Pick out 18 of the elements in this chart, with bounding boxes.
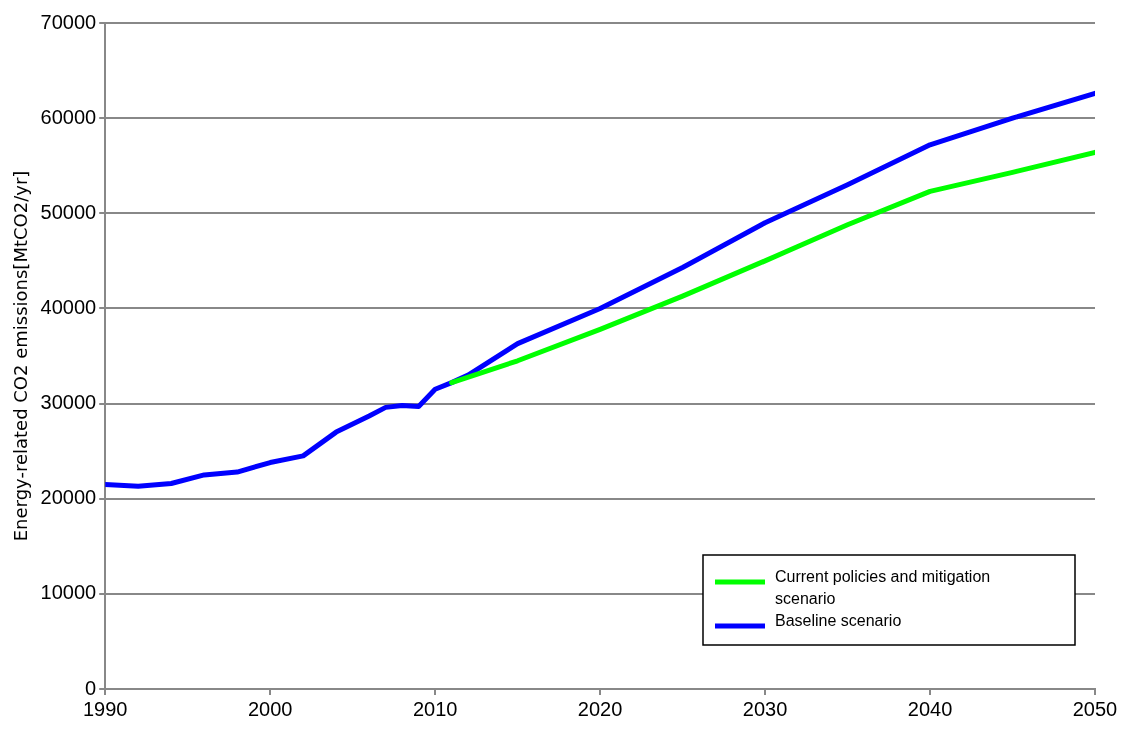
y-tick-label: 20000 [40,486,97,509]
legend-label: Current policies and mitigation scenario [775,568,991,608]
y-tick-label: 0 [85,676,97,699]
x-tick-label: 2010 [412,697,458,720]
x-tick-label: 2000 [247,697,293,720]
y-axis-title: Energy-related CO2 emissions[MtCO2/yr] [10,170,32,542]
y-tick-label: 30000 [40,391,97,414]
y-tick-label: 60000 [40,105,97,128]
y-tick-label: 50000 [40,200,97,223]
x-tick-label: 2030 [742,697,788,720]
legend-label: Baseline scenario [775,612,902,630]
y-tick-label: 70000 [40,10,97,33]
y-tick-label: 10000 [40,581,97,604]
x-tick-label: 2040 [907,697,953,720]
x-tick-label: 2050 [1072,697,1118,720]
y-tick-label: 40000 [40,295,97,318]
x-tick-label: 1990 [82,697,128,720]
x-tick-label: 2020 [577,697,623,720]
